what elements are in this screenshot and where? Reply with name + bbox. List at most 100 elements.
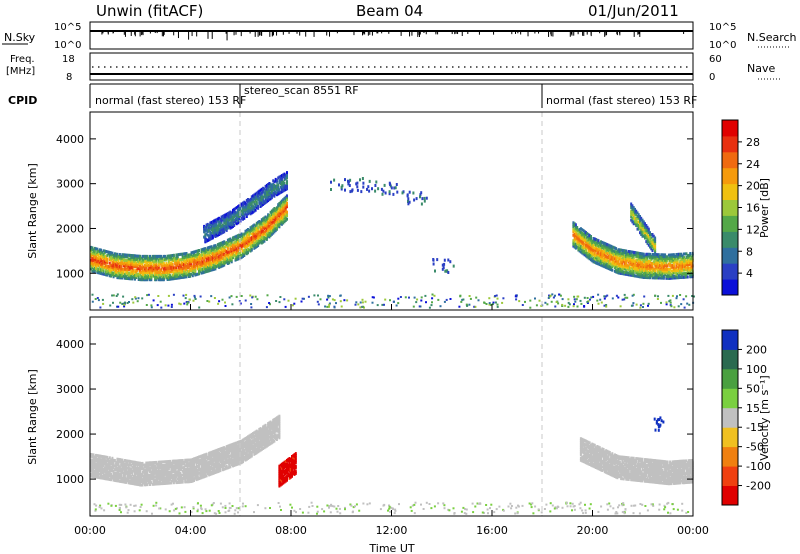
power-y-tick-label: 3000 bbox=[56, 178, 84, 191]
velocity-y-tick-label: 3000 bbox=[56, 383, 84, 396]
power-colorbar-swatch bbox=[722, 183, 738, 200]
power-colorbar-swatch bbox=[722, 247, 738, 264]
velocity-colorbar-swatch bbox=[722, 446, 738, 467]
velocity-feature-red-patch bbox=[278, 452, 297, 488]
power-colorbar-title: Power [dB] bbox=[758, 178, 771, 238]
power-colorbar-tick-label: 28 bbox=[746, 136, 760, 149]
x-tick-label: 08:00 bbox=[275, 524, 307, 537]
power-feature-arc bbox=[630, 202, 657, 256]
nave-tick-bottom: 0 bbox=[709, 72, 715, 83]
x-tick-label: 20:00 bbox=[577, 524, 609, 537]
power-colorbar-swatch bbox=[722, 263, 738, 280]
date-title: 01/Jun/2011 bbox=[588, 2, 679, 20]
cpid-label: CPID bbox=[8, 94, 37, 107]
velocity-colorbar: 200 100 50 15 -15 -50 -100 -200 Velocity [m s⁻¹… bbox=[721, 329, 771, 506]
power-colorbar-swatch bbox=[722, 199, 738, 216]
nsky-panel: N.Sky 10^5 10^0 10^5 10^0 N.Search bbox=[2, 21, 797, 51]
x-tick-label: 16:00 bbox=[476, 524, 508, 537]
nsky-label: N.Sky bbox=[4, 31, 36, 44]
velocity-feature-main-band bbox=[90, 414, 281, 487]
nsearch-tick-top: 10^5 bbox=[709, 22, 736, 33]
power-colorbar-tick-label: 20 bbox=[746, 180, 760, 193]
station-title: Unwin (fitACF) bbox=[96, 2, 203, 20]
velocity-colorbar-swatch bbox=[722, 466, 738, 486]
nsky-counts bbox=[101, 31, 685, 41]
power-colorbar-swatch bbox=[722, 135, 738, 153]
power-colorbar-tick-label: 4 bbox=[746, 267, 753, 280]
power-colorbar: 28 24 20 16 12 8 4 Power [dB] bbox=[721, 119, 771, 296]
cpid-panel: CPID normal (fast stereo) 153 RF stereo_… bbox=[8, 83, 697, 108]
velocity-colorbar-swatch bbox=[722, 407, 738, 428]
velocity-colorbar-swatch bbox=[722, 427, 738, 448]
velocity-colorbar-tick-label: -200 bbox=[746, 480, 771, 493]
velocity-colorbar-swatch bbox=[722, 485, 738, 506]
velocity-panel: 1000 2000 3000 4000 00:00 04:00 08:00 12:00 16:… bbox=[26, 304, 709, 554]
x-tick-label: 04:00 bbox=[175, 524, 207, 537]
freq-panel: Freq. [MHz] 18 8 60 0 Nave bbox=[6, 52, 782, 83]
x-tick-label: 00:00 bbox=[74, 524, 106, 537]
velocity-feature-blue-spot bbox=[653, 416, 665, 432]
velocity-colorbar-tick-label: 100 bbox=[746, 363, 767, 376]
velocity-colorbar-swatch bbox=[722, 349, 738, 370]
power-colorbar-swatch bbox=[722, 231, 738, 248]
cpid-segment-3: normal (fast stereo) 153 RF bbox=[546, 94, 697, 107]
power-colorbar-tick-label: 16 bbox=[746, 202, 760, 215]
x-tick-label: 12:00 bbox=[376, 524, 408, 537]
freq-tick-top: 18 bbox=[62, 54, 75, 65]
velocity-y-axis-label: Slant Range [km] bbox=[26, 369, 39, 465]
power-feature-upper-arc bbox=[203, 171, 288, 244]
time-x-ticks: 00:00 04:00 08:00 12:00 16:00 20:00 00:00 bbox=[74, 304, 709, 537]
power-y-tick-label: 4000 bbox=[56, 133, 84, 146]
power-colorbar-ticks: 28 24 20 16 12 8 4 bbox=[738, 136, 760, 280]
power-y-tick-label: 1000 bbox=[56, 267, 84, 280]
nave-tick-top: 60 bbox=[709, 54, 722, 65]
velocity-near-range-echoes bbox=[93, 501, 690, 515]
power-panel: 1000 2000 3000 4000 Slant Range [km] bbox=[26, 111, 695, 311]
velocity-colorbar-title: Velocity [m s⁻¹] bbox=[758, 375, 771, 460]
power-colorbar-swatch bbox=[722, 120, 738, 137]
power-heatmap bbox=[90, 171, 695, 309]
velocity-colorbar-swatch bbox=[722, 330, 738, 350]
velocity-colorbar-tick-label: 200 bbox=[746, 343, 767, 356]
nsearch-tick-bottom: 10^0 bbox=[709, 40, 736, 51]
freq-tick-bottom: 8 bbox=[66, 72, 72, 83]
power-colorbar-swatch bbox=[722, 151, 738, 169]
velocity-y-tick-label: 2000 bbox=[56, 428, 84, 441]
velocity-feature-evening-band bbox=[579, 437, 694, 486]
beam-title: Beam 04 bbox=[356, 2, 423, 20]
power-colorbar-tick-label: 8 bbox=[746, 245, 753, 258]
velocity-y-tick-label: 1000 bbox=[56, 473, 84, 486]
power-colorbar-swatch bbox=[722, 215, 738, 232]
velocity-colorbar-tick-label: -100 bbox=[746, 460, 771, 473]
x-tick-label: 00:00 bbox=[677, 524, 709, 537]
velocity-colorbar-ticks: 200 100 50 15 -15 -50 -100 -200 bbox=[738, 343, 771, 493]
x-axis-label: Time UT bbox=[368, 542, 414, 554]
cpid-segment-2: stereo_scan 8551 RF bbox=[244, 84, 359, 97]
power-colorbar-tick-label: 12 bbox=[746, 223, 760, 236]
power-y-ticks: 1000 2000 3000 4000 bbox=[56, 133, 693, 280]
power-colorbar-swatch bbox=[722, 167, 738, 185]
cpid-segment-1: normal (fast stereo) 153 RF bbox=[95, 94, 246, 107]
nsky-tick-top: 10^5 bbox=[54, 22, 81, 33]
velocity-heatmap bbox=[90, 414, 694, 515]
power-feature-scattered-echoes bbox=[330, 177, 455, 274]
velocity-colorbar-tick-label: 15 bbox=[746, 402, 760, 415]
velocity-colorbar-tick-label: 50 bbox=[746, 382, 760, 395]
power-colorbar-swatch bbox=[722, 279, 738, 296]
power-feature-evening-band bbox=[572, 221, 694, 280]
velocity-colorbar-tick-label: -50 bbox=[746, 441, 764, 454]
nsearch-label: N.Search bbox=[747, 31, 797, 44]
power-feature-main-band bbox=[90, 194, 288, 282]
velocity-colorbar-swatch bbox=[722, 368, 738, 389]
power-near-range-echoes bbox=[91, 293, 695, 309]
freq-label-line2: [MHz] bbox=[6, 66, 35, 77]
power-y-tick-label: 2000 bbox=[56, 222, 84, 235]
nave-label: Nave bbox=[747, 62, 775, 75]
power-colorbar-tick-label: 24 bbox=[746, 158, 760, 171]
velocity-colorbar-tick-label: -15 bbox=[746, 421, 764, 434]
freq-label-line1: Freq. bbox=[10, 54, 35, 65]
nsky-tick-bottom: 10^0 bbox=[54, 40, 81, 51]
velocity-y-tick-label: 4000 bbox=[56, 338, 84, 351]
power-y-axis-label: Slant Range [km] bbox=[26, 163, 39, 259]
